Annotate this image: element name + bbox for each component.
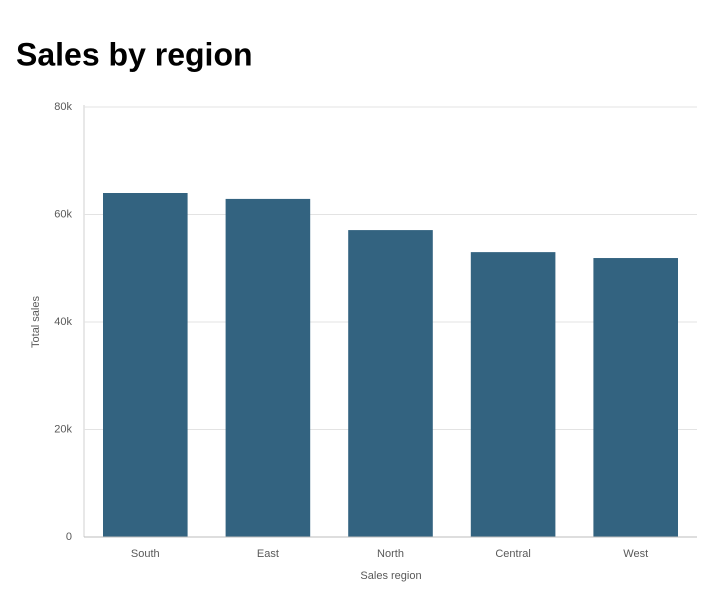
x-tick-label: West [623,548,648,560]
y-tick-label: 20k [54,423,72,435]
y-tick-label: 60k [54,208,72,220]
x-tick-label: North [377,548,404,560]
y-tick-label: 40k [54,316,72,328]
x-axis-label: Sales region [360,570,421,582]
bar [593,258,678,537]
x-tick-label: East [257,548,279,560]
y-tick-label: 80k [54,101,72,113]
y-axis-label: Total sales [30,296,42,348]
x-tick-label: Central [495,548,530,560]
bar [103,193,188,537]
chart-title: Sales by region [16,36,253,72]
y-tick-label: 0 [66,531,72,543]
bar [225,198,311,537]
x-tick-label: South [131,548,160,560]
bar [470,252,556,537]
bar [348,230,433,537]
